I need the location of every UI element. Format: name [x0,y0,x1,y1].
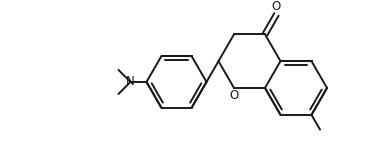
Text: O: O [229,89,239,102]
Text: N: N [126,75,135,88]
Text: O: O [272,0,281,13]
